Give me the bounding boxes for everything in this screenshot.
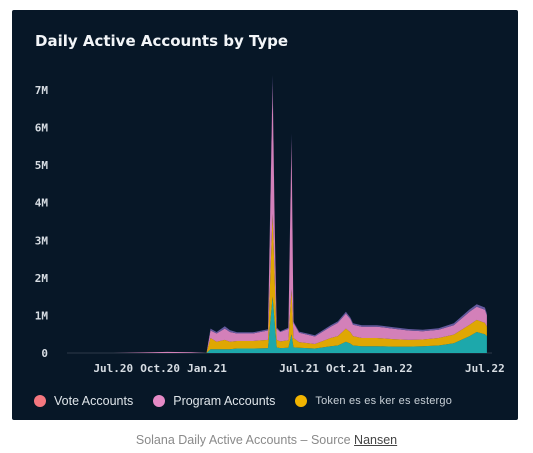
legend-item-overflow[interactable]: Token es es ker es estergo: [295, 395, 452, 407]
area-chart: 0 1M 2M 3M 4M 5M 6M 7M Jul.20 Oct.20 Jan.21 Jul.21…: [35, 75, 505, 375]
y-tick-label: 0: [41, 347, 48, 360]
stacked-areas: [113, 75, 487, 353]
x-tick-label: Oct.21: [326, 362, 366, 375]
y-tick-label: 1M: [35, 309, 49, 322]
y-tick-label: 5M: [35, 159, 49, 172]
legend-swatch-token: [295, 395, 308, 407]
series-area: [113, 82, 487, 353]
y-tick-label: 7M: [35, 84, 49, 97]
legend: Vote Accounts Program Accounts Token es …: [34, 394, 472, 408]
legend-item-program-accounts[interactable]: Program Accounts: [153, 394, 275, 408]
y-axis: 0 1M 2M 3M 4M 5M 6M 7M: [35, 84, 49, 360]
chart-card: Daily Active Accounts by Type 0 1M 2M 3M 4M 5…: [12, 10, 518, 420]
series-area: [113, 75, 487, 353]
x-tick-label: Oct.20: [140, 362, 180, 375]
x-tick-label: Jan.22: [373, 362, 413, 375]
legend-swatch-vote: [34, 395, 46, 407]
x-tick-label: Jul.21: [279, 362, 319, 375]
x-axis: Jul.20 Oct.20 Jan.21 Jul.21 Oct.21 Jan.22 Jul.…: [67, 352, 505, 375]
legend-label-vote: Vote Accounts: [54, 394, 134, 408]
y-tick-label: 6M: [35, 122, 49, 135]
y-tick-label: 4M: [35, 197, 49, 210]
legend-swatch-program: [153, 395, 166, 407]
source-link[interactable]: Nansen: [354, 433, 398, 447]
legend-item-vote-accounts[interactable]: Vote Accounts: [34, 394, 133, 408]
caption-text: Solana Daily Active Accounts – Source: [135, 433, 355, 447]
chart-title: Daily Active Accounts by Type: [35, 32, 289, 50]
y-tick-label: 2M: [35, 272, 49, 285]
y-tick-label: 3M: [35, 234, 49, 247]
series-area: [113, 296, 487, 353]
series-area: [113, 214, 487, 353]
legend-overflow-text: Token es es ker es estergo: [315, 395, 453, 407]
x-tick-label: Jan.21: [187, 362, 227, 375]
x-tick-label: Jul.22: [465, 362, 505, 375]
x-tick-label: Jul.20: [93, 362, 133, 375]
legend-label-program: Program Accounts: [173, 394, 276, 408]
figure-caption: Solana Daily Active Accounts – Source Na…: [0, 433, 533, 447]
